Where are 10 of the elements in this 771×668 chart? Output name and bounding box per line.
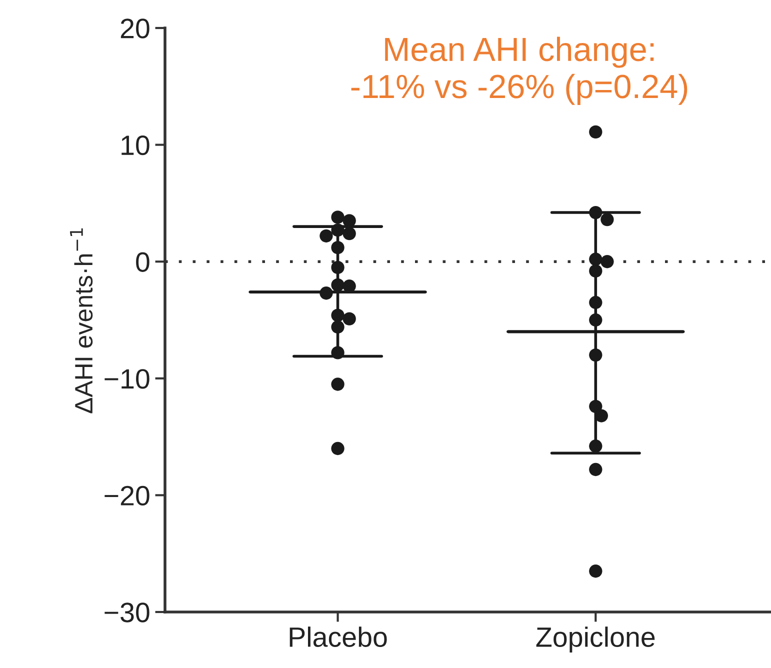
y-axis-title: ΔAHI events·h$^{−1}$ [70,228,93,414]
y-tick-label: 20 [120,18,150,38]
y-tick-label: −30 [104,602,150,622]
y-tick-label: −20 [104,486,150,506]
annotation: Mean AHI change: -11% vs -26% (p=0.24) [351,36,688,105]
y-tick-label: −10 [104,369,150,389]
y-tick-label: 10 [122,135,150,156]
y-tick-label: 0 [136,252,150,272]
x-tick-label: Zopiclone [536,626,655,652]
x-tick-label: Placebo [290,626,387,647]
